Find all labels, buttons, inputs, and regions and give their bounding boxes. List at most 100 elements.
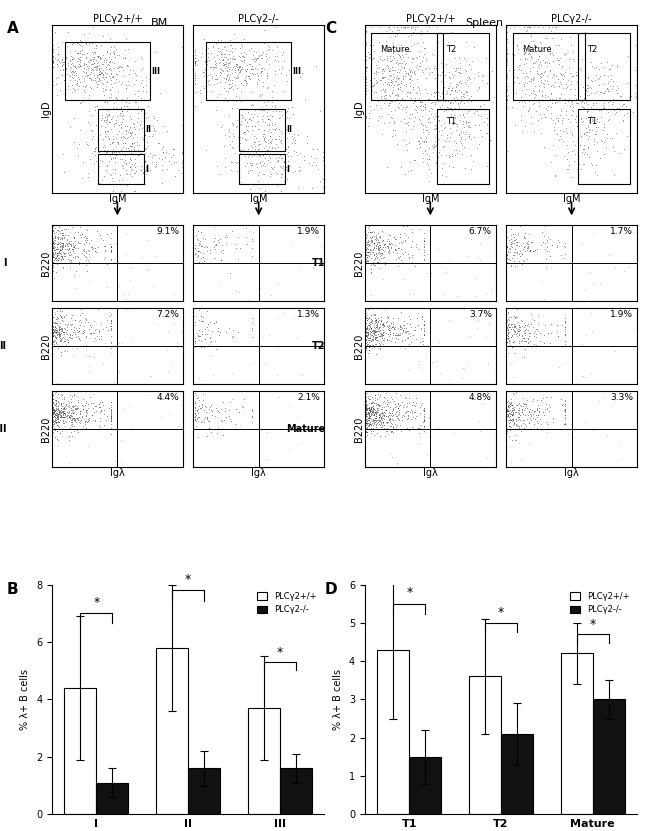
- Point: [48, 320, 58, 333]
- Point: [289, 136, 300, 150]
- Point: [120, 96, 131, 109]
- Point: [365, 235, 376, 248]
- Point: [577, 337, 587, 351]
- Point: [189, 238, 200, 252]
- Point: [57, 62, 68, 76]
- Point: [210, 232, 220, 245]
- Point: [556, 102, 566, 116]
- Point: [599, 147, 609, 160]
- Point: [552, 329, 563, 342]
- Point: [376, 413, 386, 426]
- Point: [122, 120, 133, 133]
- Point: [96, 317, 107, 331]
- Point: [272, 278, 283, 291]
- Point: [512, 386, 522, 399]
- Point: [506, 412, 517, 425]
- Point: [263, 38, 274, 52]
- Point: [397, 57, 408, 70]
- Point: [207, 40, 218, 53]
- Point: [516, 453, 526, 466]
- Point: [549, 123, 560, 136]
- Point: [227, 392, 237, 406]
- Point: [363, 318, 373, 332]
- Point: [224, 47, 234, 61]
- Point: [234, 60, 244, 73]
- Point: [222, 68, 232, 81]
- Point: [55, 83, 65, 96]
- Point: [53, 71, 63, 84]
- Point: [560, 337, 570, 351]
- Point: [258, 109, 268, 122]
- Point: [62, 411, 72, 425]
- Point: [480, 331, 491, 344]
- Point: [48, 241, 58, 254]
- Point: [507, 403, 517, 416]
- Point: [192, 233, 202, 246]
- Point: [383, 98, 393, 111]
- Point: [366, 322, 376, 335]
- Point: [224, 122, 234, 135]
- Point: [595, 57, 606, 70]
- Point: [546, 317, 556, 331]
- Point: [205, 331, 215, 344]
- Point: [560, 92, 570, 106]
- Point: [81, 52, 91, 65]
- Point: [410, 67, 421, 81]
- Point: [53, 330, 64, 343]
- Point: [365, 232, 376, 245]
- Point: [466, 95, 476, 108]
- Point: [370, 247, 381, 260]
- Point: [362, 330, 372, 343]
- Point: [220, 72, 231, 86]
- Point: [521, 44, 532, 57]
- Point: [380, 96, 390, 110]
- Point: [390, 29, 400, 42]
- Point: [406, 336, 416, 349]
- Point: [424, 162, 434, 175]
- Point: [379, 419, 389, 432]
- Point: [194, 313, 204, 327]
- Point: [105, 150, 115, 163]
- Point: [604, 84, 614, 97]
- Point: [508, 319, 519, 332]
- Point: [247, 317, 257, 330]
- Point: [380, 255, 391, 268]
- Point: [120, 43, 131, 57]
- Point: [618, 97, 629, 111]
- Point: [378, 325, 388, 338]
- Point: [403, 324, 413, 337]
- Point: [80, 249, 90, 263]
- Point: [191, 243, 202, 256]
- Point: [101, 67, 111, 81]
- Point: [125, 126, 136, 140]
- Point: [90, 61, 101, 74]
- Point: [209, 51, 220, 64]
- Point: [366, 258, 376, 271]
- Point: [240, 230, 251, 243]
- Point: [123, 60, 133, 73]
- Point: [517, 253, 528, 267]
- Point: [361, 401, 372, 415]
- Point: [227, 42, 237, 55]
- Point: [50, 416, 60, 429]
- Point: [245, 57, 255, 71]
- Point: [66, 312, 77, 325]
- Point: [362, 253, 372, 267]
- Point: [287, 136, 297, 150]
- Point: [247, 62, 257, 76]
- Point: [525, 243, 535, 257]
- Point: [369, 237, 379, 250]
- Point: [133, 84, 143, 97]
- Point: [86, 73, 96, 86]
- Point: [203, 423, 213, 436]
- Point: [246, 98, 256, 111]
- Point: [596, 133, 606, 146]
- Point: [439, 81, 449, 94]
- Point: [94, 419, 104, 432]
- Point: [459, 120, 469, 134]
- Point: [382, 333, 392, 347]
- Point: [395, 326, 405, 339]
- Point: [121, 142, 131, 155]
- Point: [421, 347, 431, 360]
- Point: [140, 155, 150, 168]
